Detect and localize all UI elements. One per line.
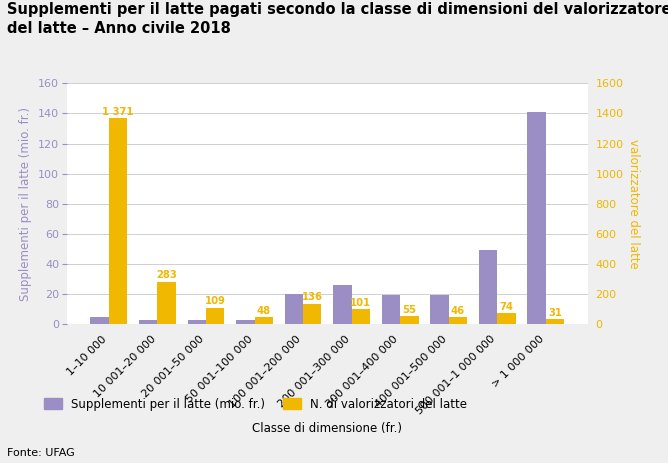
Text: 109: 109: [205, 296, 226, 307]
Text: Fonte: UFAG: Fonte: UFAG: [7, 448, 74, 458]
Text: del latte – Anno civile 2018: del latte – Anno civile 2018: [7, 21, 230, 36]
Bar: [255, 317, 273, 324]
Text: 101: 101: [350, 298, 371, 308]
Text: 48: 48: [257, 306, 271, 316]
Text: 46: 46: [451, 306, 465, 316]
Bar: [303, 304, 321, 324]
Text: 136: 136: [302, 293, 323, 302]
Legend: Supplementi per il latte (mio. fr.), N. di valorizzatori del latte: Supplementi per il latte (mio. fr.), N. …: [39, 393, 472, 415]
Text: 74: 74: [500, 302, 514, 312]
Y-axis label: valorizzatore del latte: valorizzatore del latte: [627, 139, 640, 269]
Bar: [497, 313, 516, 324]
Bar: [139, 319, 158, 324]
Bar: [546, 319, 564, 324]
Bar: [400, 316, 419, 324]
Text: 31: 31: [548, 308, 562, 318]
Bar: [351, 309, 370, 324]
Text: Supplementi per il latte pagati secondo la classe di dimensioni del valorizzator: Supplementi per il latte pagati secondo …: [7, 2, 668, 17]
Bar: [285, 294, 303, 324]
Bar: [109, 118, 128, 324]
Bar: [430, 295, 449, 324]
Bar: [479, 250, 497, 324]
Text: 55: 55: [402, 305, 416, 315]
Bar: [333, 285, 351, 324]
X-axis label: Classe di dimensione (fr.): Classe di dimensione (fr.): [253, 422, 402, 435]
Y-axis label: Supplementi per il latte (mio. fr.): Supplementi per il latte (mio. fr.): [19, 106, 33, 301]
Text: 1 371: 1 371: [102, 106, 134, 117]
Bar: [188, 320, 206, 324]
Bar: [158, 282, 176, 324]
Bar: [236, 320, 255, 324]
Bar: [206, 308, 224, 324]
Bar: [381, 295, 400, 324]
Bar: [527, 112, 546, 324]
Bar: [449, 317, 467, 324]
Text: 283: 283: [156, 270, 177, 280]
Bar: [90, 317, 109, 324]
